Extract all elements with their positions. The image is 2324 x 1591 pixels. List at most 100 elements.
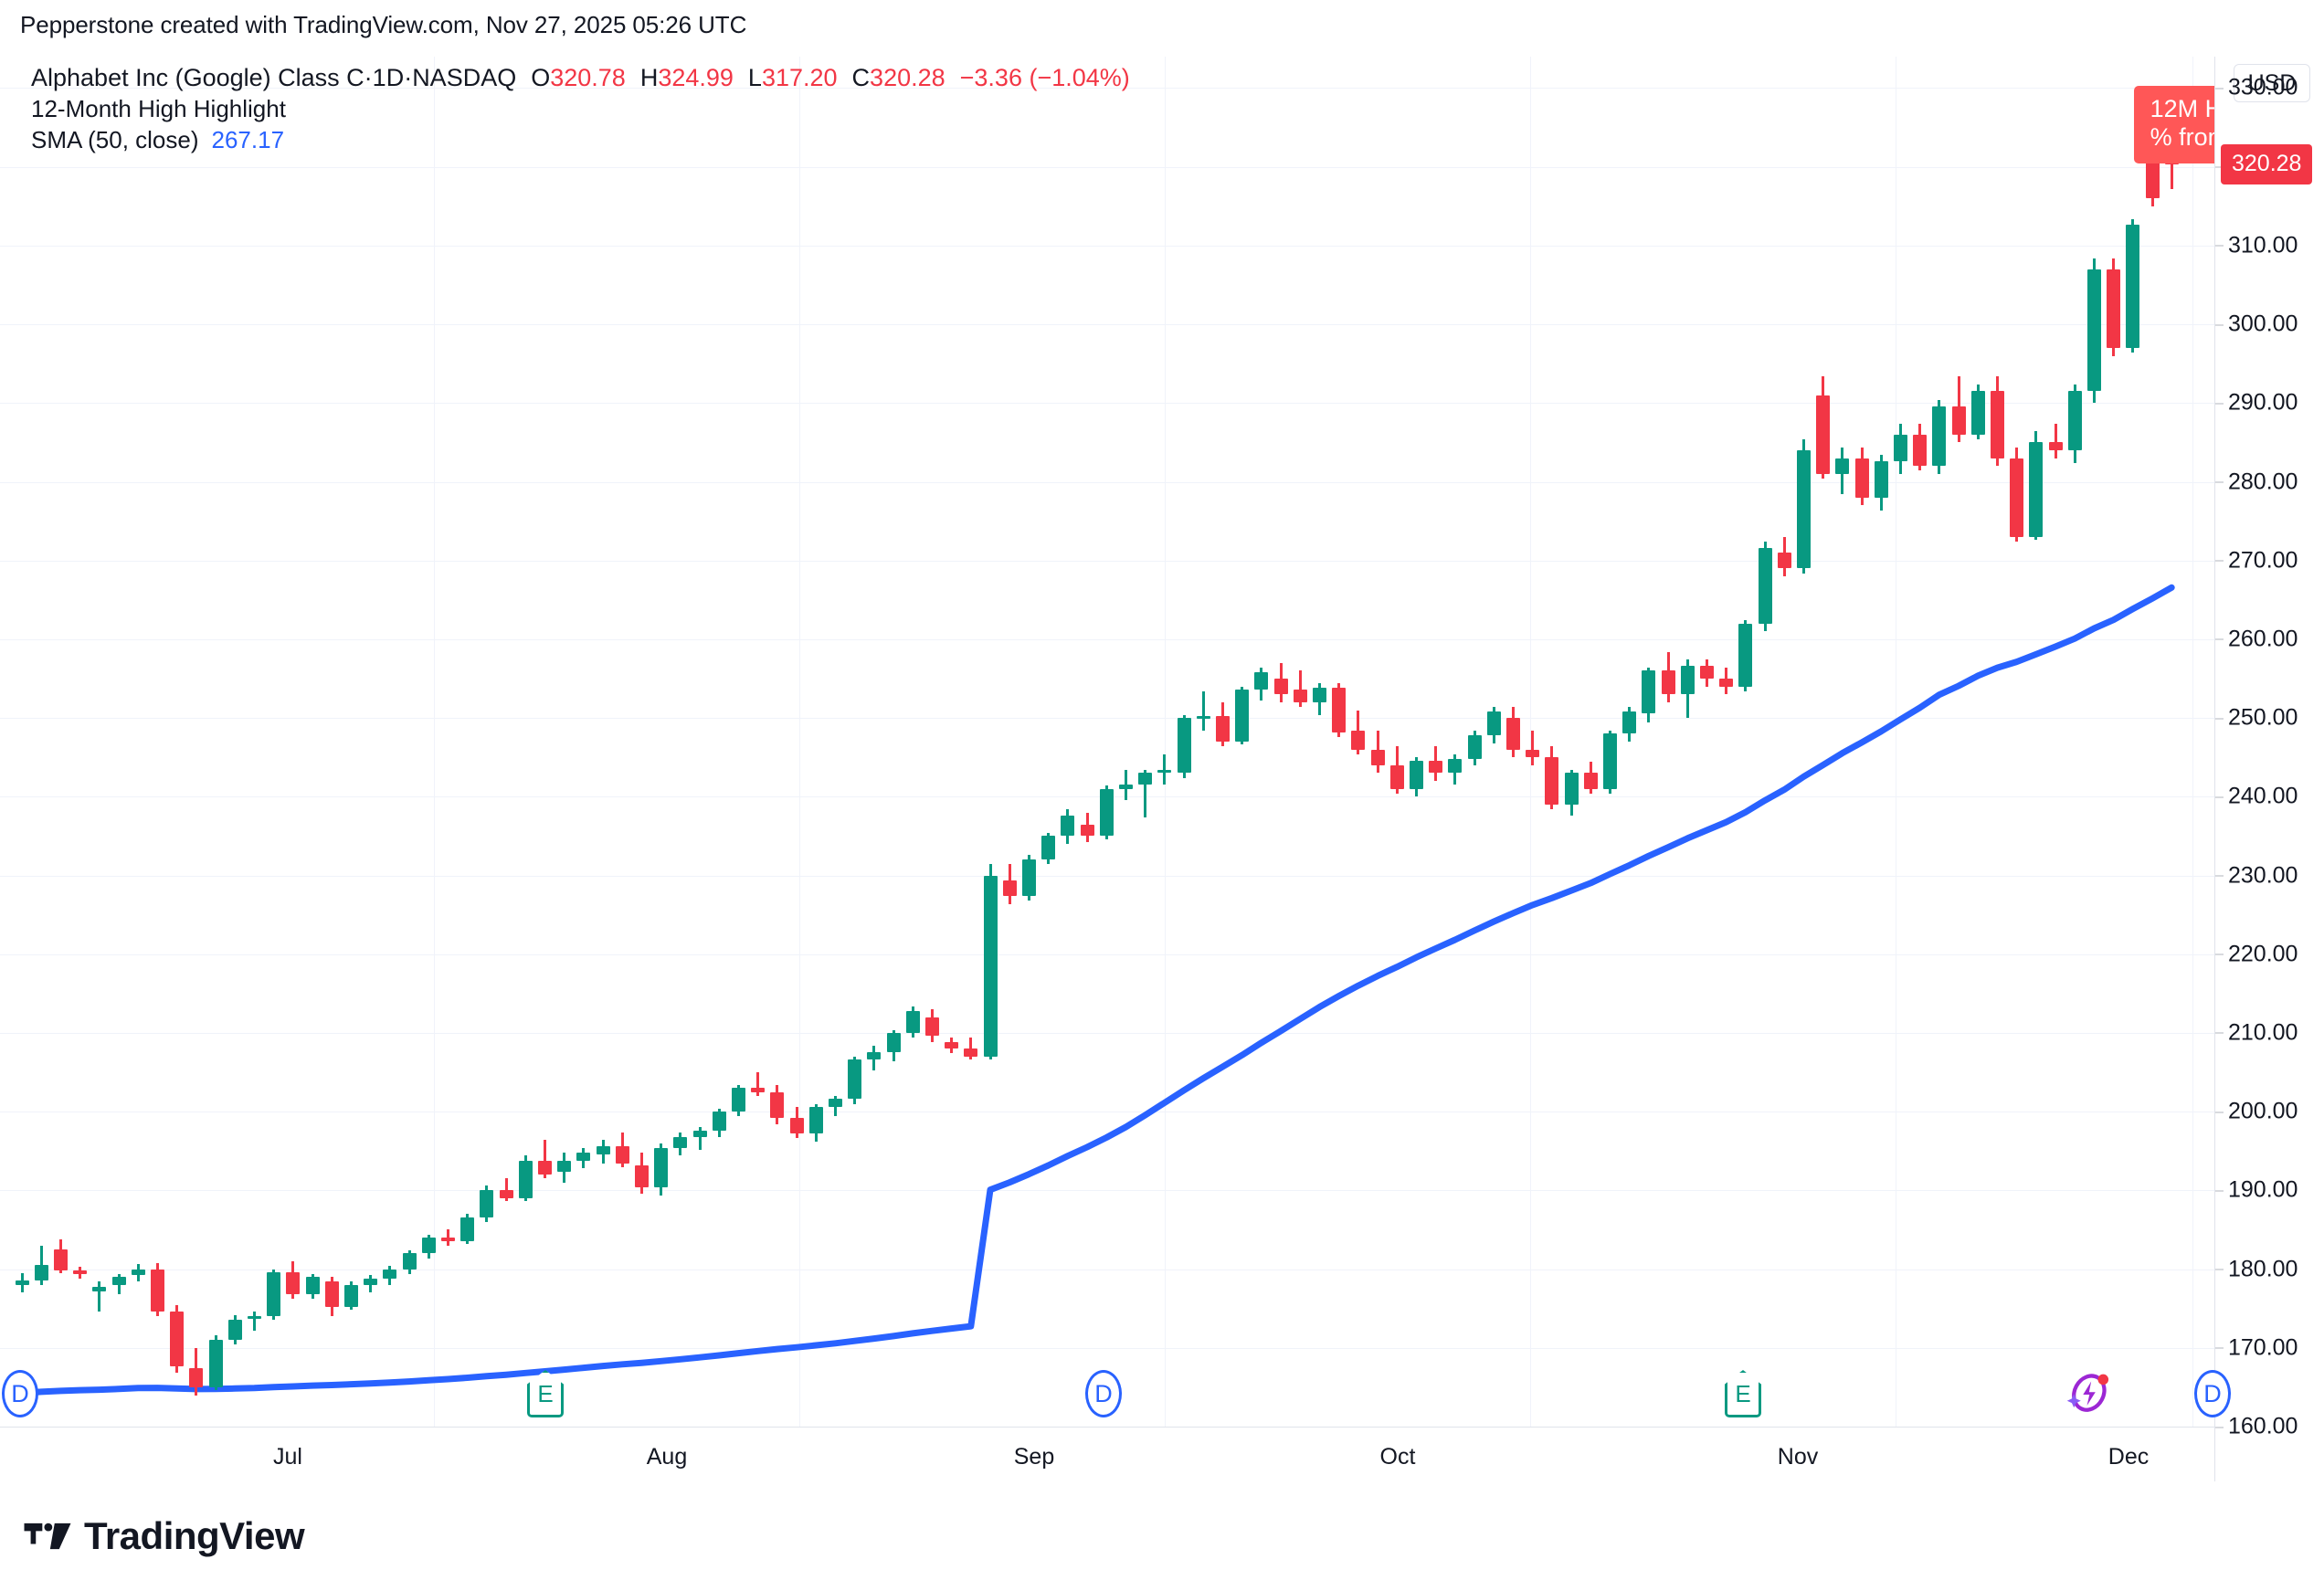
candle-body[interactable] <box>364 1278 378 1285</box>
candle-body[interactable] <box>111 1277 126 1285</box>
candle-body[interactable] <box>499 1190 513 1198</box>
candle-body[interactable] <box>343 1284 358 1307</box>
candle-body[interactable] <box>712 1112 726 1131</box>
candle-body[interactable] <box>1312 688 1326 702</box>
candle-body[interactable] <box>886 1032 901 1052</box>
candle-body[interactable] <box>964 1048 978 1057</box>
candle-body[interactable] <box>2126 225 2140 348</box>
candle-body[interactable] <box>1061 816 1075 837</box>
candle-body[interactable] <box>808 1107 823 1134</box>
candle-body[interactable] <box>1913 434 1928 467</box>
candle-body[interactable] <box>286 1272 301 1295</box>
candle-body[interactable] <box>1642 670 1656 713</box>
candle-body[interactable] <box>1661 670 1675 695</box>
candle-body[interactable] <box>557 1160 572 1172</box>
candle-body[interactable] <box>1002 880 1017 896</box>
candle-body[interactable] <box>789 1118 804 1134</box>
candle-body[interactable] <box>2029 442 2044 537</box>
candle-body[interactable] <box>2010 458 2024 537</box>
candle-body[interactable] <box>92 1286 107 1291</box>
candle-body[interactable] <box>1854 458 1869 498</box>
candle-body[interactable] <box>924 1017 939 1037</box>
candle-body[interactable] <box>692 1130 707 1137</box>
candle-body[interactable] <box>1835 458 1850 474</box>
candle-body[interactable] <box>905 1010 920 1033</box>
candle-body[interactable] <box>189 1368 204 1387</box>
candle-body[interactable] <box>247 1316 261 1320</box>
candle-body[interactable] <box>1583 773 1598 789</box>
candle-body[interactable] <box>1758 547 1772 624</box>
candle-body[interactable] <box>1564 773 1579 805</box>
candle-body[interactable] <box>2086 269 2101 391</box>
candle-body[interactable] <box>2048 442 2063 451</box>
candle-body[interactable] <box>15 1280 29 1285</box>
candle-body[interactable] <box>1893 434 1907 462</box>
candle-body[interactable] <box>867 1051 882 1060</box>
candle-body[interactable] <box>131 1269 145 1276</box>
candle-body[interactable] <box>1196 716 1210 720</box>
candle-body[interactable] <box>73 1270 88 1274</box>
candle-body[interactable] <box>1118 784 1133 789</box>
candle-body[interactable] <box>1448 758 1463 774</box>
candle-body[interactable] <box>1041 836 1056 860</box>
candle-body[interactable] <box>1990 390 2004 458</box>
candle-body[interactable] <box>1467 735 1482 759</box>
candle-body[interactable] <box>1622 711 1637 734</box>
candle-body[interactable] <box>1370 749 1385 765</box>
candle-body[interactable] <box>1235 690 1250 742</box>
candle-body[interactable] <box>654 1147 669 1187</box>
candle-body[interactable] <box>1157 770 1172 774</box>
candle-body[interactable] <box>1545 757 1559 805</box>
candle-body[interactable] <box>1486 711 1501 736</box>
candle-body[interactable] <box>34 1265 48 1280</box>
candle-body[interactable] <box>1602 733 1617 789</box>
candle-body[interactable] <box>1273 679 1288 695</box>
candle-body[interactable] <box>634 1164 649 1187</box>
candle-body[interactable] <box>1138 773 1153 785</box>
candle-body[interactable] <box>2067 390 2082 451</box>
candle-body[interactable] <box>1021 859 1036 896</box>
candle-body[interactable] <box>848 1059 862 1100</box>
candle-body[interactable] <box>615 1146 629 1164</box>
price-axis[interactable]: USD 330.00320.00310.00300.00290.00280.00… <box>2214 57 2324 1481</box>
candle-body[interactable] <box>170 1312 185 1367</box>
candle-body[interactable] <box>1409 760 1423 789</box>
candle-body[interactable] <box>1389 764 1404 789</box>
candle-body[interactable] <box>1526 749 1540 758</box>
candle-body[interactable] <box>1777 553 1791 569</box>
candle-body[interactable] <box>731 1088 745 1112</box>
candle-body[interactable] <box>1177 718 1191 774</box>
candle-body[interactable] <box>1215 716 1230 742</box>
candle-body[interactable] <box>1351 730 1366 750</box>
candle-body[interactable] <box>227 1319 242 1341</box>
candle-body[interactable] <box>1429 760 1443 774</box>
candle-body[interactable] <box>770 1092 785 1119</box>
candle-body[interactable] <box>1680 666 1695 695</box>
candle-body[interactable] <box>402 1253 417 1270</box>
candle-body[interactable] <box>53 1249 68 1271</box>
candle-body[interactable] <box>1699 666 1714 680</box>
candle-body[interactable] <box>208 1340 223 1387</box>
candle-body[interactable] <box>1293 690 1307 702</box>
candle-body[interactable] <box>421 1238 436 1254</box>
candle-body[interactable] <box>751 1088 766 1093</box>
candle-body[interactable] <box>1099 788 1114 837</box>
candle-body[interactable] <box>828 1099 842 1107</box>
candle-body[interactable] <box>480 1190 494 1217</box>
candle-body[interactable] <box>383 1269 397 1279</box>
candle-body[interactable] <box>1332 688 1347 732</box>
candle-body[interactable] <box>518 1160 533 1198</box>
candle-body[interactable] <box>596 1146 610 1154</box>
candle-body[interactable] <box>1874 461 1888 498</box>
candle-body[interactable] <box>983 875 998 1057</box>
candle-body[interactable] <box>1816 395 1831 474</box>
candle-body[interactable] <box>1796 450 1811 569</box>
candle-body[interactable] <box>1951 406 1966 435</box>
chart-plot-area[interactable]: 12M High: % from High <box>0 57 2214 1427</box>
candle-body[interactable] <box>1738 623 1753 687</box>
candle-body[interactable] <box>537 1160 552 1175</box>
candle-body[interactable] <box>440 1238 455 1241</box>
candle-body[interactable] <box>2107 269 2121 348</box>
candle-body[interactable] <box>945 1042 959 1049</box>
candle-body[interactable] <box>1254 672 1269 690</box>
